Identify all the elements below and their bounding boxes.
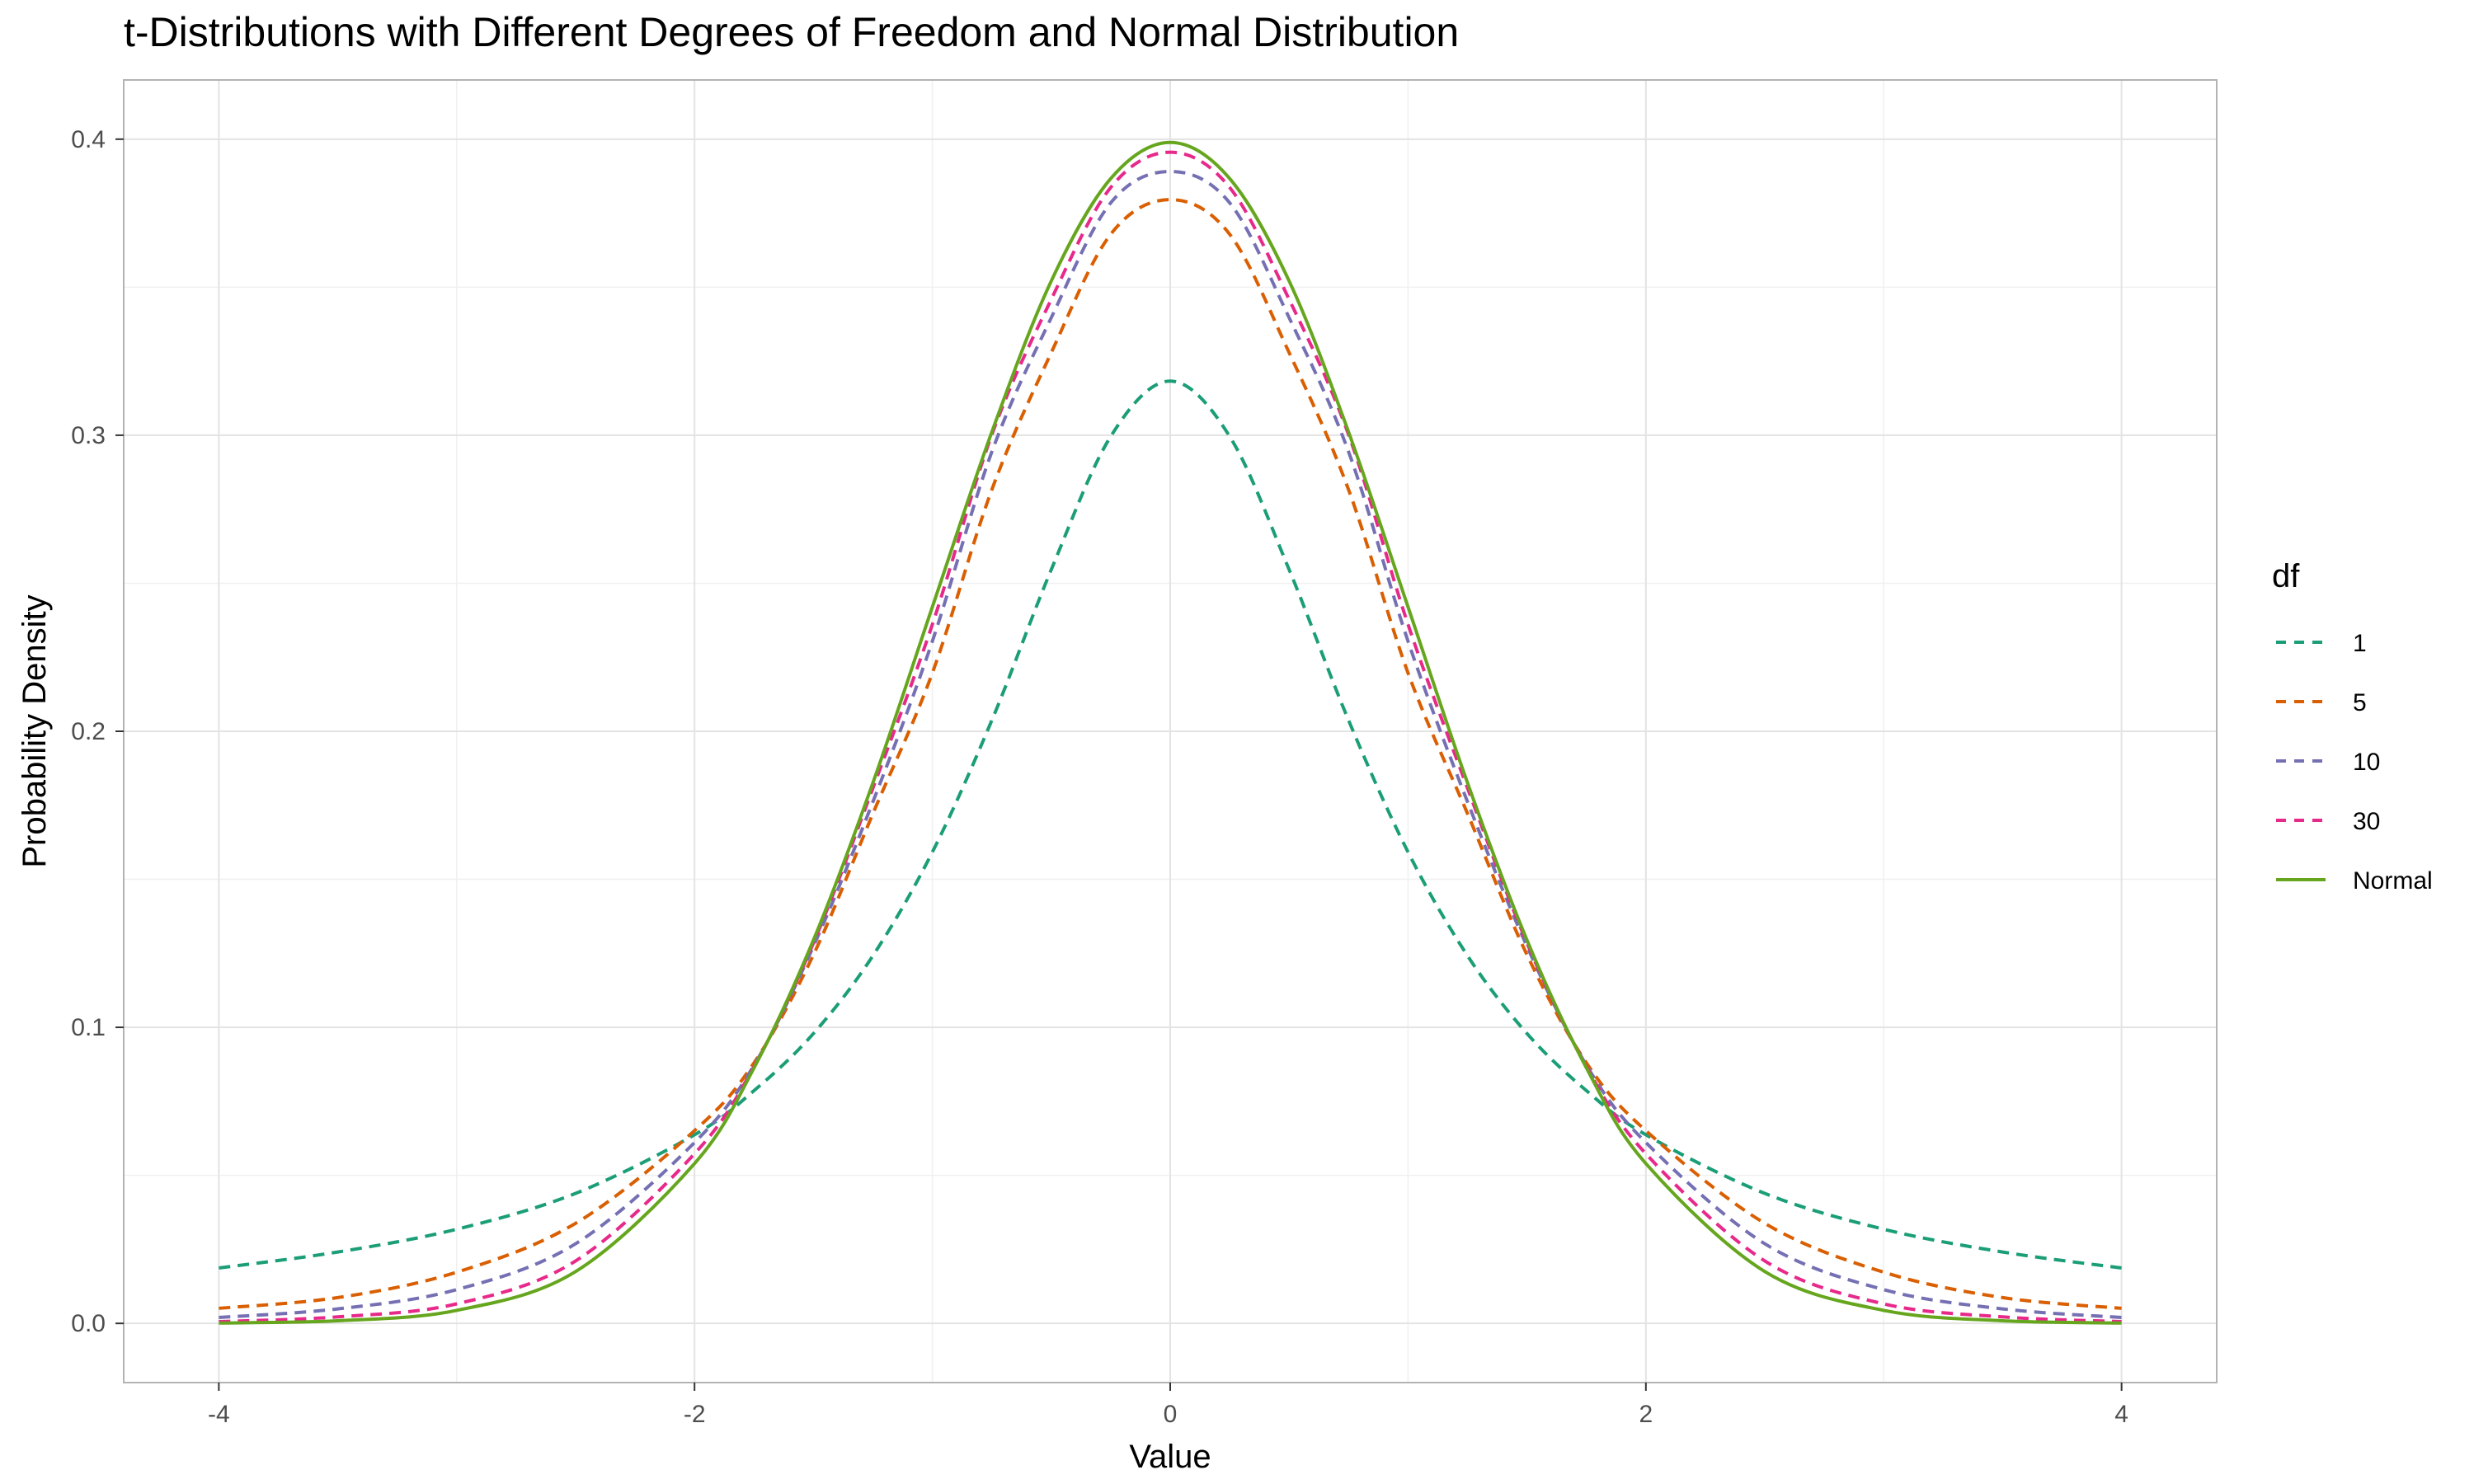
legend-title: df [2272, 558, 2300, 594]
series-line-30 [219, 150, 2122, 1323]
grid-major [124, 80, 2217, 1383]
legend-items: 1 5 10 30 Normal [2276, 630, 2433, 895]
x-tick-label: 2 [1639, 1401, 1653, 1428]
y-axis-title: Probability Density [16, 594, 53, 867]
x-tick-label: -2 [684, 1401, 706, 1428]
series-line-1 [219, 379, 2122, 1270]
y-tick-label: 0.0 [71, 1310, 106, 1337]
series-line-5 [219, 198, 2122, 1310]
y-tick-label: 0.2 [71, 718, 106, 745]
series-layer [219, 140, 2122, 1325]
legend-label-normal: Normal [2353, 867, 2433, 895]
x-tick-label: 4 [2114, 1401, 2128, 1428]
y-axis: 0.0 0.1 0.2 0.3 0.4 [71, 126, 124, 1337]
x-axis-title: Value [1129, 1439, 1211, 1475]
y-tick-label: 0.3 [71, 422, 106, 449]
chart-title: t-Distributions with Different Degrees o… [124, 9, 1460, 55]
legend-label-1: 1 [2353, 630, 2367, 657]
series-line-normal [219, 140, 2122, 1325]
legend-label-10: 10 [2353, 749, 2380, 776]
y-tick-label: 0.1 [71, 1014, 106, 1041]
x-tick-label: 0 [1164, 1401, 1178, 1428]
legend-label-30: 30 [2353, 808, 2380, 835]
legend-label-5: 5 [2353, 689, 2367, 716]
y-tick-label: 0.4 [71, 126, 106, 153]
legend: df 1 5 10 30 Normal [2272, 558, 2433, 895]
x-axis: -4 -2 0 2 4 [208, 1383, 2128, 1428]
x-tick-label: -4 [208, 1401, 230, 1428]
